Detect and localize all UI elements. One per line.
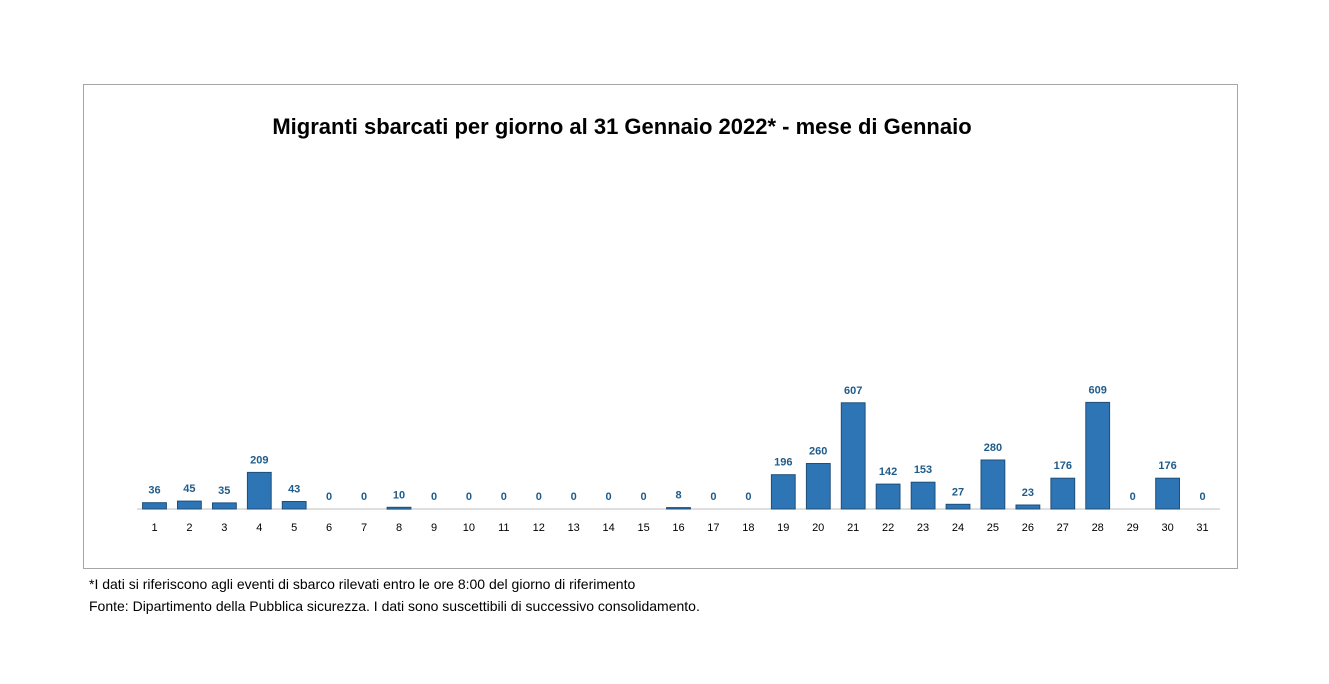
bar-day-5: [281, 501, 307, 510]
tick-labels-group: 1 2 3 4 5 6 7 8 9 10 11 12 13 14 15 16 17 18 19 20 21 22 23 24 2…: [151, 522, 1208, 534]
data-label-day-2: 45: [183, 483, 195, 495]
data-label-day-11: 0: [501, 491, 507, 503]
x-tick-label-18: 18: [742, 522, 754, 534]
x-tick-label-9: 9: [431, 522, 437, 534]
data-label-day-29: 0: [1130, 491, 1136, 503]
x-tick-label-10: 10: [463, 522, 475, 534]
data-label-day-31: 0: [1199, 491, 1205, 503]
data-label-day-30: 176: [1158, 460, 1176, 472]
bar-day-22: [875, 483, 901, 510]
x-tick-label-14: 14: [602, 522, 614, 534]
data-label-day-3: 35: [218, 485, 230, 497]
x-tick-label-31: 31: [1196, 522, 1208, 534]
bars-group: [142, 401, 1180, 510]
data-label-day-13: 0: [571, 491, 577, 503]
x-tick-label-5: 5: [291, 522, 297, 534]
bar-day-26: [1015, 504, 1041, 510]
data-label-day-24: 27: [952, 486, 964, 498]
data-label-day-6: 0: [326, 491, 332, 503]
x-tick-label-3: 3: [221, 522, 227, 534]
x-tick-label-21: 21: [847, 522, 859, 534]
data-label-day-25: 280: [984, 442, 1002, 454]
data-label-day-8: 10: [393, 489, 405, 501]
bar-day-3: [212, 502, 237, 510]
data-label-day-9: 0: [431, 491, 437, 503]
x-tick-label-23: 23: [917, 522, 929, 534]
data-labels-group: 36 45 35 209 43 0 0 10 0 0 0 0 0 0 0 8 0 0 196 260 607 142 153…: [148, 384, 1205, 503]
x-tick-label-27: 27: [1057, 522, 1069, 534]
bar-day-20: [805, 463, 831, 510]
data-label-day-14: 0: [606, 491, 612, 503]
bar-day-21: [840, 402, 866, 510]
x-tick-label-13: 13: [568, 522, 580, 534]
data-label-day-1: 36: [148, 485, 160, 497]
bar-day-8: [386, 506, 412, 510]
x-tick-label-28: 28: [1092, 522, 1104, 534]
x-tick-label-11: 11: [498, 522, 509, 534]
data-label-day-20: 260: [809, 446, 827, 458]
bar-day-4: [246, 471, 272, 510]
x-tick-label-8: 8: [396, 522, 402, 534]
data-label-day-5: 43: [288, 484, 300, 496]
chart-frame: [83, 84, 1238, 569]
x-tick-label-16: 16: [672, 522, 684, 534]
data-label-day-23: 153: [914, 464, 932, 476]
data-label-day-7: 0: [361, 491, 367, 503]
data-label-day-18: 0: [745, 491, 751, 503]
footnote: *I dati si riferiscono agli eventi di sb…: [89, 576, 636, 592]
data-label-day-12: 0: [536, 491, 542, 503]
data-label-day-22: 142: [879, 466, 897, 478]
chart-title: Migranti sbarcati per giorno al 31 Genna…: [272, 114, 972, 139]
x-tick-label-19: 19: [777, 522, 789, 534]
bar-day-25: [980, 459, 1006, 510]
data-label-day-27: 176: [1054, 460, 1072, 472]
bar-day-27: [1050, 477, 1076, 510]
data-label-day-17: 0: [710, 491, 716, 503]
data-label-day-15: 0: [641, 491, 647, 503]
x-tick-label-4: 4: [256, 522, 262, 534]
x-tick-label-6: 6: [326, 522, 332, 534]
bar-day-1: [142, 502, 167, 510]
x-tick-label-25: 25: [987, 522, 999, 534]
x-tick-label-1: 1: [151, 522, 157, 534]
data-label-day-4: 209: [250, 454, 268, 466]
bar-day-28: [1085, 401, 1111, 510]
x-tick-label-15: 15: [637, 522, 649, 534]
data-label-day-16: 8: [675, 490, 681, 502]
data-label-day-10: 0: [466, 491, 472, 503]
data-label-day-21: 607: [844, 385, 862, 397]
data-label-day-28: 609: [1089, 384, 1107, 396]
bar-day-2: [177, 500, 202, 510]
x-tick-label-24: 24: [952, 522, 964, 534]
x-tick-label-2: 2: [186, 522, 192, 534]
x-tick-label-17: 17: [707, 522, 719, 534]
x-tick-label-22: 22: [882, 522, 894, 534]
bar-day-30: [1155, 477, 1180, 510]
x-tick-label-12: 12: [533, 522, 545, 534]
bar-day-19: [770, 474, 796, 510]
bar-day-16: [666, 507, 691, 510]
x-tick-label-20: 20: [812, 522, 824, 534]
bar-day-23: [910, 481, 936, 510]
data-label-day-26: 23: [1022, 487, 1034, 499]
bar-day-24: [945, 503, 971, 510]
data-label-day-19: 196: [774, 457, 792, 469]
x-tick-label-7: 7: [361, 522, 367, 534]
x-tick-label-30: 30: [1161, 522, 1173, 534]
x-tick-label-26: 26: [1022, 522, 1034, 534]
source-note: Fonte: Dipartimento della Pubblica sicur…: [89, 598, 700, 614]
x-tick-label-29: 29: [1127, 522, 1139, 534]
